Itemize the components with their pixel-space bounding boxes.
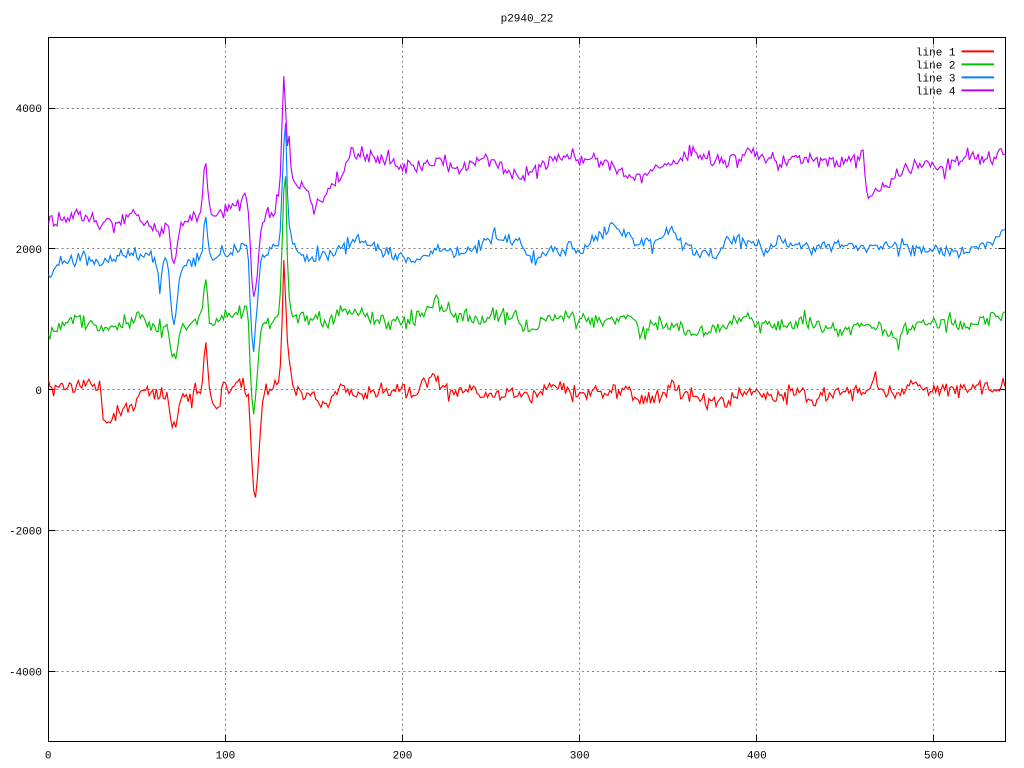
svg-text:line 4: line 4	[916, 86, 956, 98]
svg-text:line 1: line 1	[916, 47, 956, 59]
svg-text:200: 200	[393, 751, 413, 763]
svg-text:-4000: -4000	[9, 667, 42, 679]
svg-text:-2000: -2000	[9, 527, 42, 539]
svg-text:500: 500	[924, 751, 944, 763]
svg-text:line 2: line 2	[916, 60, 956, 72]
svg-text:4000: 4000	[16, 104, 42, 116]
svg-text:2000: 2000	[16, 245, 42, 257]
svg-text:p2940_22: p2940_22	[501, 14, 554, 26]
svg-text:0: 0	[35, 386, 42, 398]
svg-text:300: 300	[570, 751, 590, 763]
svg-text:line 3: line 3	[916, 73, 956, 85]
svg-text:100: 100	[215, 751, 235, 763]
svg-text:0: 0	[45, 751, 52, 763]
svg-text:400: 400	[747, 751, 767, 763]
